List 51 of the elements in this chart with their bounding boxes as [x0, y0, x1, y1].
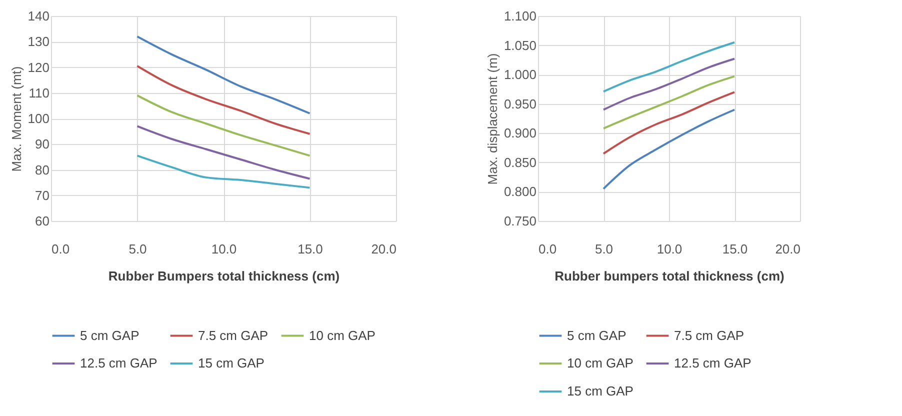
- x-tick-label: 20.0: [775, 242, 800, 256]
- y-tick-label: 140: [28, 8, 50, 24]
- y-tick-label: 130: [28, 34, 50, 50]
- legend-label: 12.5 cm GAP: [80, 356, 158, 370]
- line-series: [136, 125, 311, 180]
- x-tick-label: 0.0: [538, 242, 557, 256]
- line-series: [602, 91, 736, 155]
- legend-label: 5 cm GAP: [567, 328, 626, 343]
- legend-label: 10 cm GAP: [309, 328, 376, 343]
- x-tick-label: 5.0: [128, 242, 147, 256]
- x-tick-label: 15.0: [722, 242, 748, 256]
- line-series: [602, 108, 736, 190]
- legend-label: 7.5 cm GAP: [674, 328, 744, 343]
- x-axis-title: Rubber bumpers total thickness (cm): [554, 268, 784, 284]
- y-tick-label: 1.100: [504, 8, 536, 24]
- y-tick-label: 80: [35, 162, 50, 178]
- line-series: [136, 64, 311, 135]
- x-tick-label: 20.0: [371, 242, 396, 256]
- y-axis-title: Max. Moment (mt): [8, 66, 24, 172]
- line-series: [602, 75, 736, 130]
- x-tick-label: 10.0: [211, 242, 237, 256]
- x-tick-label: 10.0: [656, 242, 682, 256]
- x-tick-label: 0.0: [52, 242, 70, 256]
- line-series: [602, 58, 736, 111]
- y-tick-label: 1.000: [504, 67, 536, 82]
- legend-label: 15 cm GAP: [198, 356, 264, 370]
- y-tick-label: 0.850: [504, 154, 536, 170]
- y-tick-label: 90: [35, 136, 50, 152]
- y-tick-label: 60: [35, 214, 50, 228]
- legend-label: 7.5 cm GAP: [198, 328, 268, 343]
- y-tick-label: 0.800: [504, 184, 536, 200]
- x-axis-title: Rubber Bumpers total thickness (cm): [108, 268, 340, 284]
- y-tick-label: 0.950: [504, 96, 536, 112]
- y-tick-label: 1.050: [504, 38, 536, 53]
- y-axis-title: Max. displacement (m): [484, 53, 500, 185]
- x-tick-label: 5.0: [594, 242, 614, 256]
- y-tick-label: 0.750: [504, 214, 536, 228]
- y-tick-label: 110: [28, 85, 50, 100]
- line-series: [136, 94, 311, 157]
- y-tick-label: 120: [28, 60, 50, 75]
- legend-label: 10 cm GAP: [567, 356, 634, 370]
- line-series: [602, 41, 736, 93]
- legend-label: 5 cm GAP: [80, 328, 140, 343]
- legend-label: 12.5 cm GAP: [674, 356, 752, 370]
- legend-label: 15 cm GAP: [567, 384, 634, 398]
- y-tick-label: 0.900: [504, 126, 536, 141]
- line-series: [136, 36, 311, 114]
- y-tick-label: 100: [28, 111, 50, 126]
- line-series: [136, 154, 311, 189]
- y-tick-label: 70: [35, 188, 50, 203]
- x-tick-label: 15.0: [298, 242, 323, 256]
